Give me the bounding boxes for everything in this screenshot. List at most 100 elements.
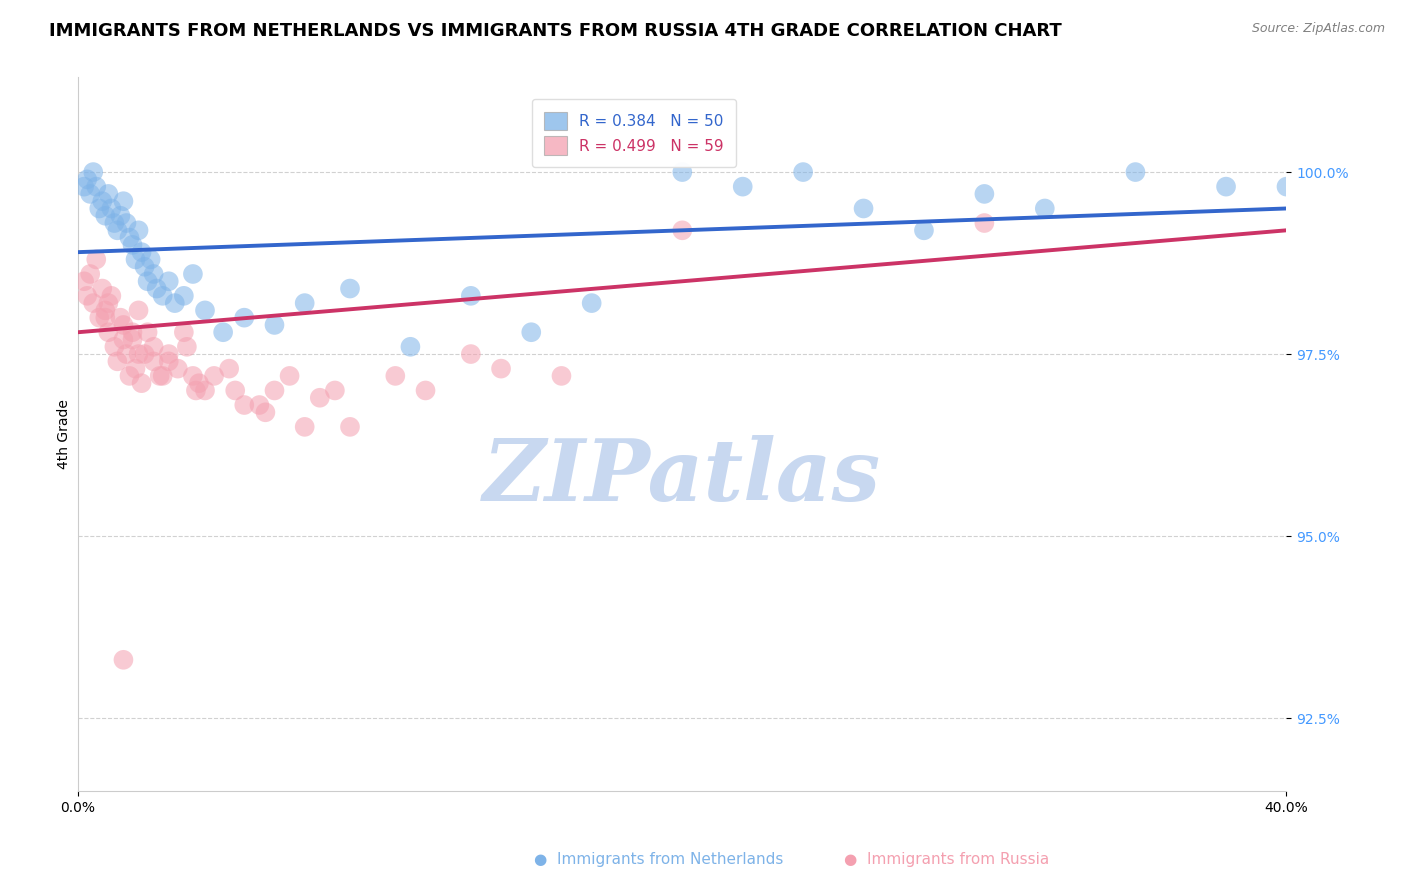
Point [308,391,330,405]
Point [181,368,204,383]
Point [73,274,96,288]
Point [94,209,117,223]
Point [792,165,814,179]
Point [142,340,165,354]
Text: Source: ZipAtlas.com: Source: ZipAtlas.com [1251,22,1385,36]
Point [142,267,165,281]
Point [121,333,143,347]
Point [149,368,172,383]
Point [89,202,111,216]
Point [176,340,198,354]
Point [973,216,995,230]
Point [128,303,150,318]
Point [233,398,256,412]
Point [118,368,141,383]
Point [581,296,603,310]
Point [188,376,211,391]
Point [671,223,693,237]
Point [97,296,120,310]
Point [91,194,114,209]
Point [121,238,143,252]
Point [173,325,195,339]
Point [79,267,101,281]
Text: IMMIGRANTS FROM NETHERLANDS VS IMMIGRANTS FROM RUSSIA 4TH GRADE CORRELATION CHAR: IMMIGRANTS FROM NETHERLANDS VS IMMIGRANT… [49,22,1062,40]
Point [152,289,174,303]
Point [82,165,104,179]
Point [152,368,174,383]
Point [218,361,240,376]
Point [112,653,135,667]
Point [105,354,128,368]
Point [384,368,406,383]
Point [157,354,180,368]
Point [136,274,159,288]
Point [124,252,146,267]
Point [852,202,875,216]
Point [73,179,96,194]
Point [139,252,162,267]
Point [97,186,120,201]
Point [339,420,361,434]
Point [118,230,141,244]
Point [94,310,117,325]
Point [115,347,138,361]
Point [460,289,482,303]
Point [131,376,153,391]
Point [103,216,125,230]
Point [489,361,512,376]
Point [134,347,156,361]
Point [181,267,204,281]
Point [89,310,111,325]
Y-axis label: 4th Grade: 4th Grade [58,400,72,469]
Point [82,296,104,310]
Point [520,325,543,339]
Point [278,368,301,383]
Point [79,186,101,201]
Point [105,223,128,237]
Point [294,420,316,434]
Point [157,347,180,361]
Point [731,179,754,194]
Point [415,384,437,398]
Point [100,289,122,303]
Point [233,310,256,325]
Point [76,289,98,303]
Point [76,172,98,186]
Point [136,325,159,339]
Point [110,209,132,223]
Point [142,354,165,368]
Point [163,296,186,310]
Point [103,340,125,354]
Point [112,194,135,209]
Point [323,384,346,398]
Point [247,398,270,412]
Point [550,368,572,383]
Point [112,333,135,347]
Point [84,252,107,267]
Point [100,202,122,216]
Point [84,179,107,194]
Point [134,260,156,274]
Point [224,384,246,398]
Point [263,384,285,398]
Point [166,361,188,376]
Text: ●  Immigrants from Russia: ● Immigrants from Russia [844,852,1049,867]
Point [671,165,693,179]
Point [973,186,995,201]
Point [912,223,935,237]
Point [254,405,277,419]
Point [194,384,217,398]
Point [110,310,132,325]
Point [173,289,195,303]
Point [194,303,217,318]
Point [157,274,180,288]
Point [121,325,143,339]
Point [115,216,138,230]
Point [212,325,235,339]
Point [145,281,167,295]
Legend: R = 0.384   N = 50, R = 0.499   N = 59: R = 0.384 N = 50, R = 0.499 N = 59 [531,99,737,167]
Text: ZIPatlas: ZIPatlas [484,435,882,518]
Point [131,245,153,260]
Point [184,384,207,398]
Point [460,347,482,361]
